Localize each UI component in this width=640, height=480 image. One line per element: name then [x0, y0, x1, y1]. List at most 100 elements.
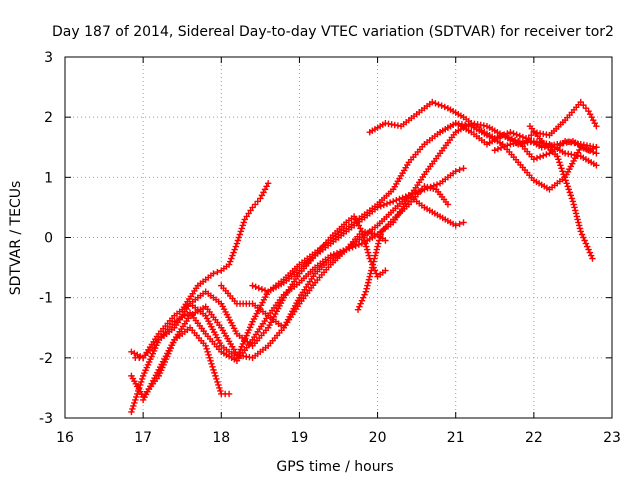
y-tick-label: 0 [44, 231, 53, 247]
data-point [460, 165, 467, 172]
data-point [205, 351, 212, 359]
data-point [354, 306, 362, 313]
data-point [216, 384, 223, 392]
data-point [375, 240, 382, 247]
data-point [211, 369, 218, 377]
data-point [504, 142, 511, 149]
data-point [252, 283, 259, 291]
data-point [368, 267, 375, 274]
data-point [577, 228, 584, 235]
data-point [138, 375, 146, 383]
data-point [444, 201, 452, 208]
data-point [513, 131, 520, 138]
data-point [580, 234, 587, 241]
data-point [564, 183, 571, 190]
data-point [452, 168, 459, 175]
data-point [502, 133, 509, 140]
y-tick-label: 1 [44, 170, 53, 186]
data-point [225, 261, 233, 268]
data-point [213, 375, 220, 383]
data-point [497, 144, 505, 152]
data-point [214, 378, 221, 386]
data-point [382, 267, 389, 274]
y-tick-label: -1 [39, 291, 53, 307]
data-point [364, 282, 371, 289]
data-series [128, 98, 600, 416]
data-point [438, 102, 445, 109]
data-point [575, 219, 582, 226]
data-point [365, 252, 373, 259]
data-point [561, 174, 568, 181]
data-point [567, 192, 575, 199]
data-point [207, 357, 214, 365]
data-point [209, 363, 216, 371]
x-tick-label: 17 [134, 430, 152, 446]
data-point [235, 234, 243, 241]
data-point [212, 372, 219, 380]
data-point [585, 246, 592, 253]
data-point [210, 270, 217, 277]
data-point [571, 204, 578, 211]
data-point [390, 198, 397, 205]
data-point [576, 225, 584, 232]
series-track-13 [491, 98, 600, 154]
data-point [435, 101, 442, 108]
data-point [369, 261, 377, 268]
data-point [530, 156, 538, 163]
data-point [372, 249, 380, 256]
x-tick-label: 22 [525, 430, 543, 446]
series-track-2 [128, 192, 467, 401]
data-point [368, 264, 376, 271]
data-point [362, 288, 370, 295]
data-point [237, 228, 245, 235]
data-point [234, 237, 242, 244]
data-point [593, 150, 600, 157]
data-point [505, 134, 513, 141]
series-track-8 [249, 213, 389, 295]
data-point [562, 177, 569, 184]
data-point [533, 154, 541, 162]
data-point [424, 183, 431, 191]
data-point [327, 252, 334, 259]
axis-ticks [64, 56, 613, 419]
data-point [232, 243, 239, 250]
y-tick-label: -2 [39, 351, 53, 367]
data-point [362, 240, 369, 247]
x-tick-label: 21 [447, 430, 465, 446]
x-tick-label: 16 [56, 430, 74, 446]
y-tick-label: 2 [44, 110, 53, 126]
data-point [346, 245, 353, 252]
data-point [563, 180, 570, 187]
data-point [433, 181, 441, 188]
data-point [330, 251, 338, 258]
data-point [593, 144, 600, 151]
data-point [432, 100, 439, 107]
data-point [536, 153, 544, 161]
data-point [584, 243, 591, 250]
data-point [582, 240, 590, 247]
data-point [130, 402, 137, 410]
series-track-9 [354, 183, 452, 313]
data-point [215, 381, 222, 389]
x-tick-label: 20 [369, 430, 387, 446]
series-track-6 [179, 180, 272, 313]
data-point [135, 387, 142, 395]
data-point [239, 222, 246, 229]
data-point [430, 185, 437, 192]
data-point [371, 255, 378, 262]
data-point [559, 168, 566, 175]
data-point [456, 220, 463, 228]
data-point [236, 231, 244, 238]
data-point [574, 216, 581, 223]
x-axis-label: GPS time / hours [276, 459, 393, 475]
data-point [554, 153, 561, 160]
data-point [376, 234, 384, 241]
data-point [568, 195, 576, 202]
data-point [230, 249, 237, 256]
data-point [240, 219, 247, 226]
y-tick-label: -3 [39, 411, 53, 427]
data-point [375, 237, 383, 244]
data-point [569, 198, 577, 205]
data-point [249, 282, 256, 289]
